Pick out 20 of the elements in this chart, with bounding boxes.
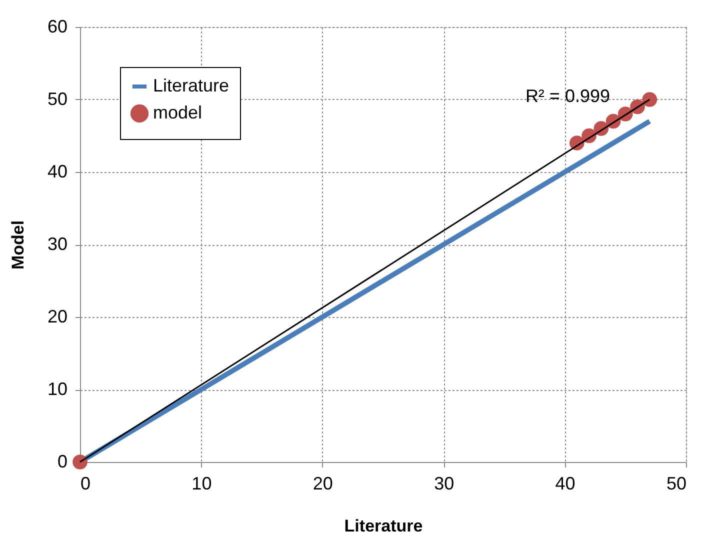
point	[642, 92, 658, 107]
legend-label: model	[153, 102, 202, 122]
x-tick-label: 20	[312, 474, 333, 494]
x-tick-label: 0	[80, 474, 91, 494]
legend-label: Literature	[153, 76, 230, 96]
y-tick-label: 40	[47, 162, 68, 182]
x-axis-title: Literature	[344, 516, 423, 536]
y-tick-label: 30	[47, 234, 68, 254]
x-tick-label: 10	[192, 474, 212, 494]
point	[72, 454, 88, 470]
y-tick-label: 50	[47, 89, 68, 109]
x-tick-label: 50	[666, 474, 686, 494]
y-tick-label: 60	[47, 16, 68, 36]
annotation: R² = 0.999	[525, 86, 610, 106]
y-axis-title: Model	[8, 220, 28, 270]
y-tick-label: 0	[57, 452, 68, 472]
x-tick-label: 40	[555, 474, 576, 494]
y-tick-label: 10	[47, 379, 68, 399]
y-tick-label: 20	[47, 306, 68, 326]
x-tick-label: 30	[434, 474, 454, 494]
